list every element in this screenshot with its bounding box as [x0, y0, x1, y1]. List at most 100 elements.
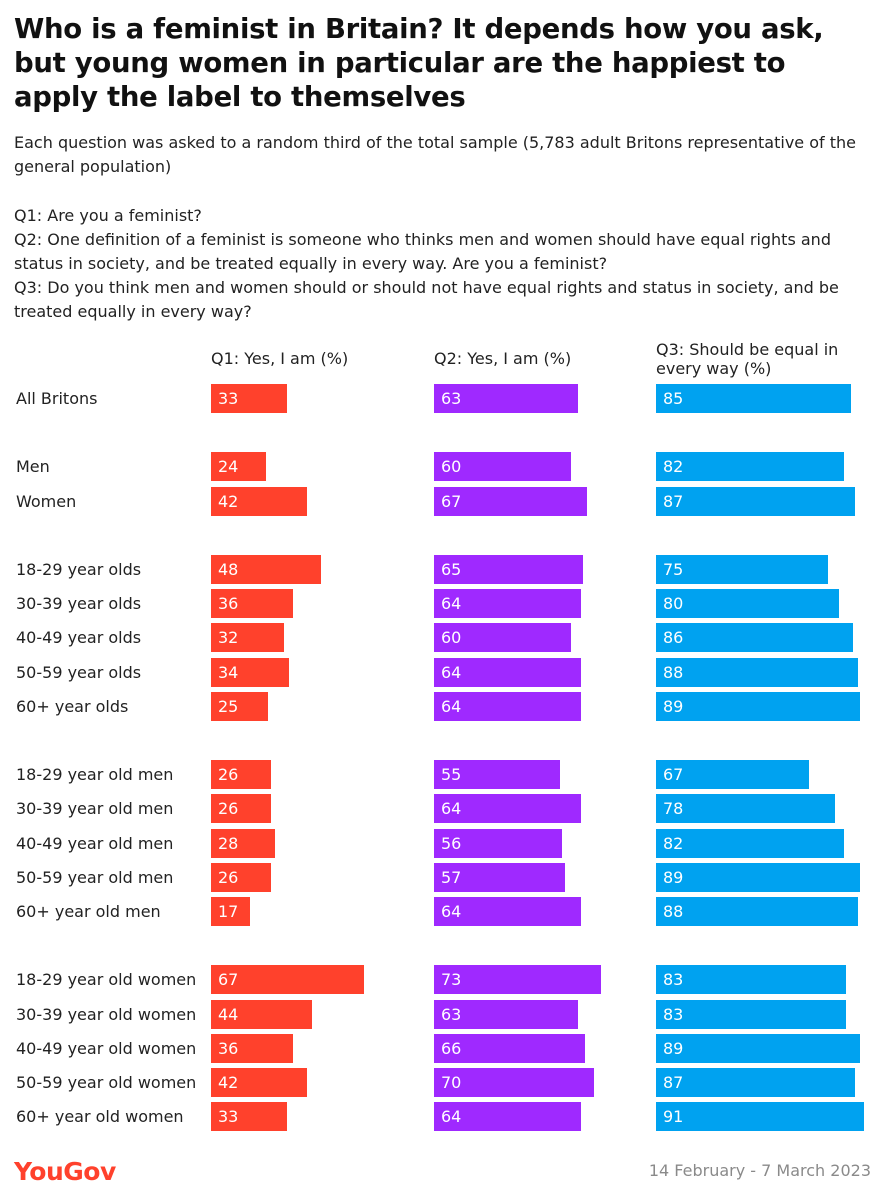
date-range: 14 February - 7 March 2023 [648, 1161, 871, 1180]
bar-q3-30-39-year-olds [656, 589, 840, 619]
data-label-q2-all-britons: 63 [441, 389, 462, 408]
data-label-q3-30-39-year-olds: 80 [663, 594, 684, 614]
bar-q3-30-39-year-old-men [656, 794, 835, 824]
row-label-18-29-year-old-men: 18-29 year old men [16, 765, 174, 785]
data-label-q1-30-39-year-old-men: 26 [218, 799, 239, 819]
bar-q2-50-59-year-old-women [434, 1068, 595, 1097]
data-label-q2-30-39-year-olds: 64 [441, 594, 462, 614]
row-label-60plus-year-old-women: 60+ year old women [16, 1107, 184, 1127]
row-label-18-29-year-olds: 18-29 year olds [16, 560, 142, 579]
bar-q2-60plus-year-old-men [434, 897, 581, 926]
bar-q1-50-59-year-old-men [211, 862, 271, 892]
bar-q2-30-39-year-olds [434, 589, 581, 619]
data-label-q3-men: 82 [663, 457, 684, 477]
row-label-30-39-year-olds: 30-39 year olds [16, 594, 142, 614]
data-label-q1-18-29-year-old-women: 67 [218, 970, 239, 990]
bar-q1-30-39-year-old-women [211, 999, 312, 1029]
bar-q2-40-49-year-olds [434, 623, 572, 653]
bar-q1-18-29-year-olds [211, 555, 321, 584]
column-header-q2: Q2: Yes, I am (%) [434, 349, 572, 368]
data-label-q2-50-59-year-olds: 64 [441, 662, 462, 682]
bar-q1-18-29-year-old-men [211, 760, 271, 790]
row-label-30-39-year-old-men: 30-39 year old men [16, 799, 174, 819]
row-label-women: Women [16, 491, 77, 511]
bar-q3-40-49-year-old-women [656, 1033, 860, 1063]
bar-q1-50-59-year-old-women [211, 1068, 308, 1097]
chart-title: Who is a feminist in Britain? It depends… [14, 13, 824, 113]
data-label-q3-60plus-year-old-men: 88 [663, 902, 684, 921]
data-label-q2-60plus-year-old-women: 64 [441, 1107, 462, 1127]
data-label-q2-18-29-year-old-men: 55 [441, 765, 462, 785]
data-label-q2-50-59-year-old-men: 57 [441, 867, 462, 887]
yougov-logo: YouGov [14, 1157, 116, 1186]
row-label-50-59-year-old-women: 50-59 year old women [16, 1073, 197, 1092]
row-label-40-49-year-old-men: 40-49 year old men [16, 833, 174, 853]
data-label-q2-40-49-year-olds: 60 [441, 628, 462, 648]
bar-q3-50-59-year-old-women [656, 1068, 856, 1097]
bar-q2-40-49-year-old-women [434, 1033, 586, 1063]
data-label-q3-40-49-year-olds: 86 [663, 628, 684, 648]
data-label-q1-50-59-year-old-women: 42 [218, 1073, 239, 1092]
data-label-q1-40-49-year-olds: 32 [218, 628, 239, 648]
bar-q3-40-49-year-olds [656, 623, 853, 653]
data-label-q1-40-49-year-old-men: 28 [218, 833, 239, 853]
bar-q2-50-59-year-old-men [434, 862, 565, 892]
bar-q2-60plus-year-old-women [434, 1102, 581, 1132]
bar-q1-40-49-year-old-men [211, 828, 276, 858]
data-label-q1-18-29-year-olds: 48 [218, 560, 239, 579]
bar-q3-18-29-year-olds [656, 555, 828, 584]
data-label-q3-50-59-year-old-women: 87 [663, 1073, 684, 1092]
bar-q2-women [434, 486, 588, 516]
bar-q3-30-39-year-old-women [656, 999, 847, 1029]
bar-q2-60plus-year-olds [434, 691, 581, 721]
bar-q3-60plus-year-old-men [656, 897, 858, 926]
bar-q3-40-49-year-old-men [656, 828, 844, 858]
row-label-all-britons: All Britons [16, 389, 98, 408]
data-label-q2-40-49-year-old-men: 56 [441, 833, 462, 853]
bar-q3-men [656, 452, 844, 482]
bar-q2-18-29-year-old-women [434, 965, 602, 995]
bar-q2-18-29-year-old-men [434, 760, 560, 790]
data-label-q2-50-59-year-old-women: 70 [441, 1073, 462, 1092]
column-header-q1: Q1: Yes, I am (%) [211, 349, 349, 368]
data-label-q3-18-29-year-old-men: 67 [663, 765, 684, 785]
bar-q1-60plus-year-old-women [211, 1102, 287, 1132]
bar-q2-18-29-year-olds [434, 555, 583, 584]
row-label-40-49-year-olds: 40-49 year olds [16, 628, 142, 648]
bar-q1-men [211, 452, 266, 482]
data-label-q3-all-britons: 85 [663, 389, 684, 408]
bar-q3-50-59-year-olds [656, 657, 858, 687]
bar-q3-60plus-year-old-women [656, 1102, 865, 1132]
data-label-q1-60plus-year-olds: 25 [218, 696, 239, 716]
bar-q1-women [211, 486, 308, 516]
question-q3: Q3: Do you think men and women should or… [14, 278, 839, 321]
data-label-q1-men: 24 [218, 457, 239, 477]
bar-q3-50-59-year-old-men [656, 862, 860, 892]
bar-q1-60plus-year-olds [211, 691, 269, 721]
bar-q1-30-39-year-olds [211, 589, 294, 619]
row-label-60plus-year-olds: 60+ year olds [16, 696, 129, 716]
data-label-q3-30-39-year-old-men: 78 [663, 799, 684, 819]
data-label-q3-40-49-year-old-men: 82 [663, 833, 684, 853]
bar-q1-18-29-year-old-women [211, 965, 365, 995]
row-label-60plus-year-old-men: 60+ year old men [16, 902, 161, 921]
bar-q1-50-59-year-olds [211, 657, 289, 687]
bar-q3-60plus-year-olds [656, 691, 860, 721]
row-label-30-39-year-old-women: 30-39 year old women [16, 1004, 197, 1024]
bar-q3-women [656, 486, 856, 516]
data-label-q1-30-39-year-olds: 36 [218, 594, 239, 614]
data-label-q1-50-59-year-old-men: 26 [218, 867, 239, 887]
data-label-q2-40-49-year-old-women: 66 [441, 1038, 462, 1058]
data-label-q3-60plus-year-olds: 89 [663, 696, 684, 716]
bar-q2-40-49-year-old-men [434, 828, 563, 858]
data-label-q3-60plus-year-old-women: 91 [663, 1107, 684, 1127]
bar-q2-30-39-year-old-women [434, 999, 579, 1029]
bar-q1-30-39-year-old-men [211, 794, 271, 824]
data-label-q1-all-britons: 33 [218, 389, 239, 408]
row-label-18-29-year-old-women: 18-29 year old women [16, 970, 197, 990]
question-q2: Q2: One definition of a feminist is some… [14, 230, 831, 273]
data-label-q2-60plus-year-old-men: 64 [441, 902, 462, 921]
data-label-q1-18-29-year-old-men: 26 [218, 765, 239, 785]
data-label-q3-30-39-year-old-women: 83 [663, 1004, 684, 1024]
data-label-q2-30-39-year-old-women: 63 [441, 1004, 462, 1024]
